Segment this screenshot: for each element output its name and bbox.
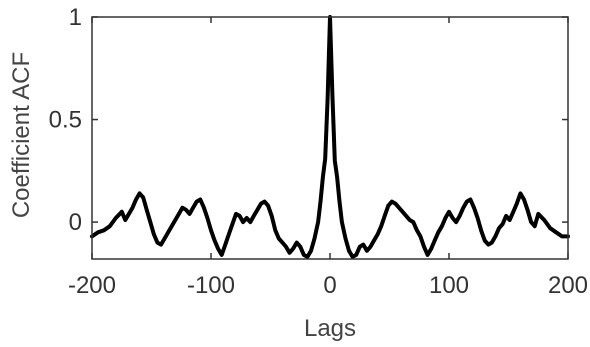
y-tick-label: 1 xyxy=(69,4,82,31)
x-axis-label: Lags xyxy=(304,315,356,342)
x-tick-label: 200 xyxy=(548,272,588,299)
x-tick-label: 100 xyxy=(429,272,469,299)
y-tick-label: 0 xyxy=(69,209,82,236)
plot-frame xyxy=(91,16,569,260)
x-tick-label: -100 xyxy=(187,272,235,299)
x-tick-label: 0 xyxy=(323,272,336,299)
x-tick-label: -200 xyxy=(68,272,116,299)
y-tick-label: 0.5 xyxy=(49,107,82,134)
tick-labels: -200 -100 0 100 200 0 0.5 1 xyxy=(49,4,588,299)
y-axis-label: Coefficient ACF xyxy=(8,52,35,218)
